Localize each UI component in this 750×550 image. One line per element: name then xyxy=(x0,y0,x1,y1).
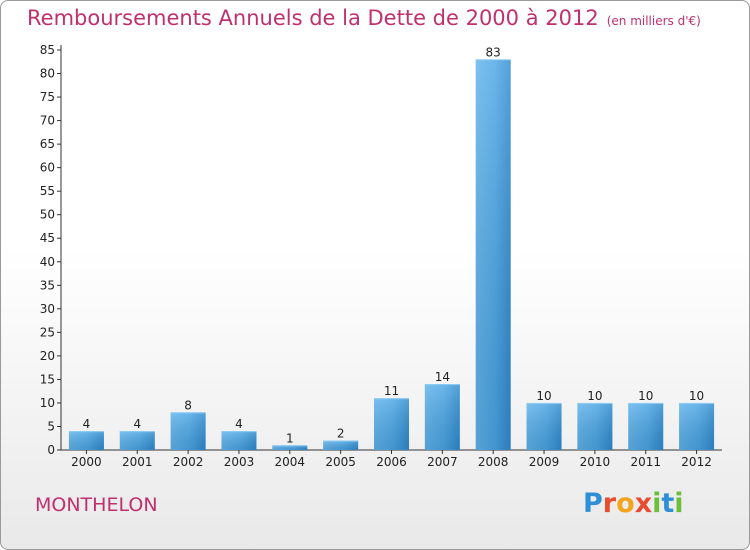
x-tick-label-2001: 2001 xyxy=(122,455,153,469)
x-tick-label-2003: 2003 xyxy=(224,455,255,469)
data-labels: 4 4 8 4 1 2 11 14 83 10 10 10 10 xyxy=(83,45,705,445)
data-label-2000: 4 xyxy=(83,417,91,431)
x-tick-label-2012: 2012 xyxy=(681,455,712,469)
bar-shade-2009 xyxy=(526,402,562,450)
bar-shade-2004 xyxy=(272,445,308,450)
chart-title: Remboursements Annuels de la Dette de 20… xyxy=(27,6,701,30)
y-tick-label: 50 xyxy=(40,208,55,222)
data-label-2001: 4 xyxy=(133,417,141,431)
data-label-2008: 83 xyxy=(486,45,501,59)
x-tick-label-2011: 2011 xyxy=(630,455,661,469)
x-tick-label-2006: 2006 xyxy=(376,455,407,469)
logo-letter: t xyxy=(661,488,675,519)
y-tick-label: 65 xyxy=(40,137,55,151)
bars xyxy=(68,59,715,450)
data-label-2005: 2 xyxy=(337,427,345,441)
data-label-2004: 1 xyxy=(286,431,294,445)
x-tick-label-2004: 2004 xyxy=(275,455,306,469)
chart-unit: (en milliers d'€) xyxy=(606,14,701,28)
data-label-2012: 10 xyxy=(689,389,704,403)
y-tick-label: 35 xyxy=(40,278,55,292)
bar-shade-2012 xyxy=(679,402,715,450)
bar-shade-2003 xyxy=(221,431,257,450)
bar-shade-2008 xyxy=(475,59,511,450)
y-tick-label: 60 xyxy=(40,161,55,175)
y-tick-label: 40 xyxy=(40,255,55,269)
x-tick-label-2000: 2000 xyxy=(71,455,102,469)
y-tick-label: 70 xyxy=(40,114,55,128)
bar-shade-2007 xyxy=(424,384,460,450)
y-tick-label: 45 xyxy=(40,231,55,245)
data-label-2010: 10 xyxy=(587,389,602,403)
y-tick-label: 85 xyxy=(40,43,55,57)
y-tick-label: 25 xyxy=(40,325,55,339)
logo-letter: i xyxy=(674,488,684,519)
data-label-2011: 10 xyxy=(638,389,653,403)
y-tick-label: 55 xyxy=(40,184,55,198)
bar-shade-2010 xyxy=(577,402,613,450)
y-tick-label: 10 xyxy=(40,396,55,410)
data-label-2007: 14 xyxy=(435,370,450,384)
bar-shade-2001 xyxy=(119,431,155,450)
bar-shade-2006 xyxy=(374,398,409,450)
x-tick-label-2010: 2010 xyxy=(580,455,611,469)
bar-shade-2000 xyxy=(68,431,104,450)
bar-shade-2011 xyxy=(628,402,664,450)
y-tick-label: 80 xyxy=(40,67,55,81)
y-tick-label: 20 xyxy=(40,349,55,363)
logo-letter: r xyxy=(602,488,617,519)
commune-name: MONTHELON xyxy=(35,494,158,516)
chart-title-text: Remboursements Annuels de la Dette de 20… xyxy=(27,6,599,30)
logo-letter: o xyxy=(616,488,635,519)
data-label-2003: 4 xyxy=(235,417,243,431)
data-label-2002: 8 xyxy=(184,398,192,412)
logo-letter: x xyxy=(634,488,653,519)
y-tick-label: 75 xyxy=(40,90,55,104)
x-tick-label-2008: 2008 xyxy=(478,455,509,469)
y-tick-label: 15 xyxy=(40,372,55,386)
bar-shade-2002 xyxy=(170,412,206,450)
x-tick-label-2007: 2007 xyxy=(427,455,458,469)
logo-letter: P xyxy=(583,488,603,519)
logo-letter: i xyxy=(652,488,662,519)
bar-shade-2005 xyxy=(323,440,359,450)
data-label-2006: 11 xyxy=(384,384,399,398)
x-tick-label-2009: 2009 xyxy=(529,455,560,469)
x-tick-label-2005: 2005 xyxy=(325,455,356,469)
y-tick-label: 30 xyxy=(40,302,55,316)
y-tick-label: 0 xyxy=(47,443,55,457)
x-tick-label-2002: 2002 xyxy=(173,455,204,469)
y-tick-label: 5 xyxy=(47,419,55,433)
proxiti-logo: Proxiti xyxy=(583,488,684,519)
data-label-2009: 10 xyxy=(536,389,551,403)
